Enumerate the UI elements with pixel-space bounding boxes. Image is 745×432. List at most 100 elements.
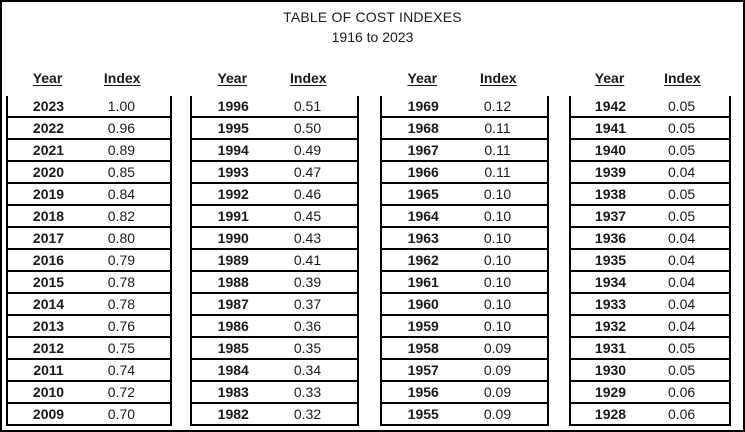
index-column-header: Index (480, 70, 517, 86)
year-cell: 1939 (594, 164, 627, 180)
index-cell: 0.04 (667, 318, 696, 334)
table-row: 1959 0.10 (382, 316, 547, 338)
year-cell: 1958 (407, 340, 439, 356)
table-row: 1994 0.49 (192, 140, 357, 162)
year-cell: 1962 (407, 252, 439, 268)
table-row: 1986 0.36 (192, 316, 357, 338)
title-block: TABLE OF COST INDEXES 1916 to 2023 (0, 7, 745, 47)
index-cell: 0.82 (107, 208, 136, 224)
column-group-header: Year Index (380, 62, 549, 96)
table-row: 1958 0.09 (382, 338, 547, 360)
index-cell: 0.85 (107, 164, 136, 180)
table-row: 2019 0.84 (8, 184, 170, 206)
table-row: 1931 0.05 (571, 338, 729, 360)
index-cell: 0.70 (107, 406, 136, 422)
year-cell: 1990 (217, 230, 249, 246)
index-cell: 0.72 (107, 384, 136, 400)
table-row: 1983 0.33 (192, 382, 357, 404)
year-cell: 1929 (594, 384, 627, 400)
year-cell: 1984 (217, 362, 249, 378)
index-column-header: Index (664, 70, 701, 86)
table-row: 1988 0.39 (192, 272, 357, 294)
year-cell: 1968 (407, 120, 439, 136)
year-cell: 2018 (32, 208, 65, 224)
year-column-header: Year (32, 70, 63, 86)
table-row: 1938 0.05 (571, 184, 729, 206)
year-cell: 1987 (217, 296, 249, 312)
year-cell: 1966 (407, 164, 439, 180)
index-cell: 0.09 (483, 362, 512, 378)
index-cell: 0.04 (667, 252, 696, 268)
table-row: 1942 0.05 (571, 96, 729, 118)
table-row: 1961 0.10 (382, 272, 547, 294)
table-row: 1996 0.51 (192, 96, 357, 118)
year-column-header: Year (407, 70, 438, 86)
index-cell: 0.39 (293, 274, 322, 290)
table-row: 1993 0.47 (192, 162, 357, 184)
year-cell: 1941 (594, 120, 627, 136)
year-column-header: Year (594, 70, 625, 86)
table-row: 1991 0.45 (192, 206, 357, 228)
year-cell: 1957 (407, 362, 439, 378)
table-row: 2009 0.70 (8, 404, 170, 426)
year-cell: 1934 (594, 274, 627, 290)
index-cell: 0.11 (484, 164, 511, 180)
year-cell: 2023 (32, 98, 65, 114)
year-cell: 1942 (594, 98, 627, 114)
table-row: 1960 0.10 (382, 294, 547, 316)
index-column-header: Index (290, 70, 327, 86)
year-cell: 1983 (217, 384, 249, 400)
table-row: 1985 0.35 (192, 338, 357, 360)
year-cell: 1992 (217, 186, 249, 202)
index-cell: 0.06 (667, 384, 696, 400)
year-cell: 2009 (32, 406, 65, 422)
index-cell: 0.45 (293, 208, 322, 224)
year-cell: 2022 (32, 120, 65, 136)
year-cell: 2011 (33, 362, 64, 378)
year-cell: 1928 (594, 406, 627, 422)
year-cell: 2016 (32, 252, 65, 268)
index-cell: 0.11 (484, 120, 511, 136)
table-row: 1984 0.34 (192, 360, 357, 382)
table-row: 1940 0.05 (571, 140, 729, 162)
index-cell: 0.05 (667, 120, 696, 136)
index-cell: 0.76 (107, 318, 136, 334)
table-row: 1934 0.04 (571, 272, 729, 294)
index-cell: 0.35 (293, 340, 322, 356)
year-cell: 2021 (32, 142, 65, 158)
table-row: 1989 0.41 (192, 250, 357, 272)
table-row: 2012 0.75 (8, 338, 170, 360)
index-cell: 0.05 (667, 340, 696, 356)
rows-box: 2023 1.00 2022 0.96 2021 0.89 2020 0.85 2019 0.84… (6, 96, 172, 426)
table-row: 1966 0.11 (382, 162, 547, 184)
table-row: 2011 0.74 (8, 360, 170, 382)
table-row: 1965 0.10 (382, 184, 547, 206)
year-cell: 2017 (32, 230, 65, 246)
year-cell: 1988 (217, 274, 249, 290)
year-cell: 2020 (32, 164, 65, 180)
index-cell: 0.10 (483, 230, 512, 246)
year-cell: 1991 (217, 208, 249, 224)
column-group-header: Year Index (190, 62, 359, 96)
index-cell: 0.78 (107, 296, 136, 312)
year-cell: 1996 (217, 98, 249, 114)
year-cell: 1995 (217, 120, 249, 136)
index-cell: 0.04 (667, 164, 696, 180)
rows-box: 1969 0.12 1968 0.11 1967 0.11 1966 0.11 1965 0.10… (380, 96, 549, 426)
year-cell: 1930 (594, 362, 627, 378)
year-cell: 2015 (32, 274, 65, 290)
year-cell: 1993 (217, 164, 249, 180)
year-cell: 1956 (407, 384, 439, 400)
year-cell: 1937 (594, 208, 627, 224)
index-cell: 0.37 (293, 296, 322, 312)
index-cell: 0.09 (483, 340, 512, 356)
table-row: 1935 0.04 (571, 250, 729, 272)
index-cell: 0.05 (667, 208, 696, 224)
index-cell: 0.04 (667, 274, 696, 290)
table-row: 1969 0.12 (382, 96, 547, 118)
index-cell: 0.36 (293, 318, 322, 334)
index-cell: 0.10 (483, 186, 512, 202)
index-cell: 0.10 (483, 296, 512, 312)
table-row: 1933 0.04 (571, 294, 729, 316)
year-cell: 1967 (407, 142, 439, 158)
